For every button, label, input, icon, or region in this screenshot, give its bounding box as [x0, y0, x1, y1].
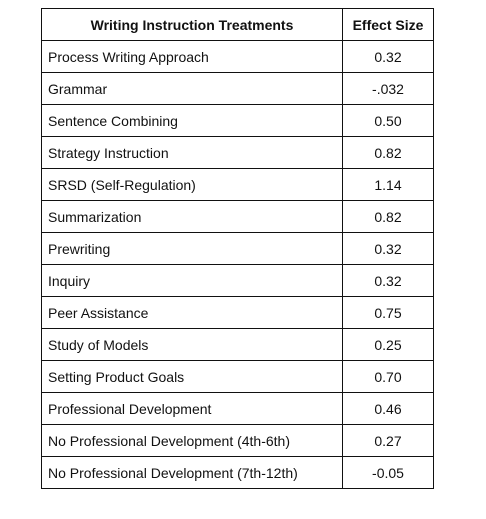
table-row: Summarization 0.82: [41, 200, 434, 233]
effect-size-cell: 0.25: [342, 328, 434, 361]
treatment-cell: Peer Assistance: [41, 296, 343, 329]
effect-size-table-container: Writing Instruction Treatments Effect Si…: [41, 8, 434, 489]
table-row: SRSD (Self-Regulation) 1.14: [41, 168, 434, 201]
table-row: Peer Assistance 0.75: [41, 296, 434, 329]
effect-size-cell: 0.82: [342, 200, 434, 233]
effect-size-cell: 0.27: [342, 424, 434, 457]
table-row: Inquiry 0.32: [41, 264, 434, 297]
treatment-cell: Study of Models: [41, 328, 343, 361]
table-row: Prewriting 0.32: [41, 232, 434, 265]
effect-size-cell: 0.50: [342, 104, 434, 137]
effect-size-cell: 0.82: [342, 136, 434, 169]
treatment-cell: Professional Development: [41, 392, 343, 425]
effect-size-cell: 0.32: [342, 232, 434, 265]
treatment-cell: Setting Product Goals: [41, 360, 343, 393]
effect-size-cell: 0.46: [342, 392, 434, 425]
table-row: No Professional Development (4th-6th) 0.…: [41, 424, 434, 457]
effect-size-cell: -0.05: [342, 456, 434, 489]
table-row: Strategy Instruction 0.82: [41, 136, 434, 169]
treatment-cell: Inquiry: [41, 264, 343, 297]
header-effect-size: Effect Size: [342, 8, 434, 41]
table-row: Sentence Combining 0.50: [41, 104, 434, 137]
table-row: Grammar -.032: [41, 72, 434, 105]
table-row: Setting Product Goals 0.70: [41, 360, 434, 393]
treatment-cell: Summarization: [41, 200, 343, 233]
table-header-row: Writing Instruction Treatments Effect Si…: [41, 8, 434, 41]
treatment-cell: No Professional Development (7th-12th): [41, 456, 343, 489]
effect-size-cell: -.032: [342, 72, 434, 105]
table-row: Study of Models 0.25: [41, 328, 434, 361]
table-row: Professional Development 0.46: [41, 392, 434, 425]
effect-size-cell: 1.14: [342, 168, 434, 201]
treatment-cell: Grammar: [41, 72, 343, 105]
table-row: Process Writing Approach 0.32: [41, 40, 434, 73]
effect-size-table: Writing Instruction Treatments Effect Si…: [41, 8, 434, 489]
treatment-cell: No Professional Development (4th-6th): [41, 424, 343, 457]
effect-size-cell: 0.32: [342, 40, 434, 73]
treatment-cell: SRSD (Self-Regulation): [41, 168, 343, 201]
treatment-cell: Prewriting: [41, 232, 343, 265]
treatment-cell: Process Writing Approach: [41, 40, 343, 73]
effect-size-cell: 0.32: [342, 264, 434, 297]
table-row: No Professional Development (7th-12th) -…: [41, 456, 434, 489]
treatment-cell: Sentence Combining: [41, 104, 343, 137]
effect-size-cell: 0.70: [342, 360, 434, 393]
header-treatments: Writing Instruction Treatments: [41, 8, 343, 41]
treatment-cell: Strategy Instruction: [41, 136, 343, 169]
effect-size-cell: 0.75: [342, 296, 434, 329]
